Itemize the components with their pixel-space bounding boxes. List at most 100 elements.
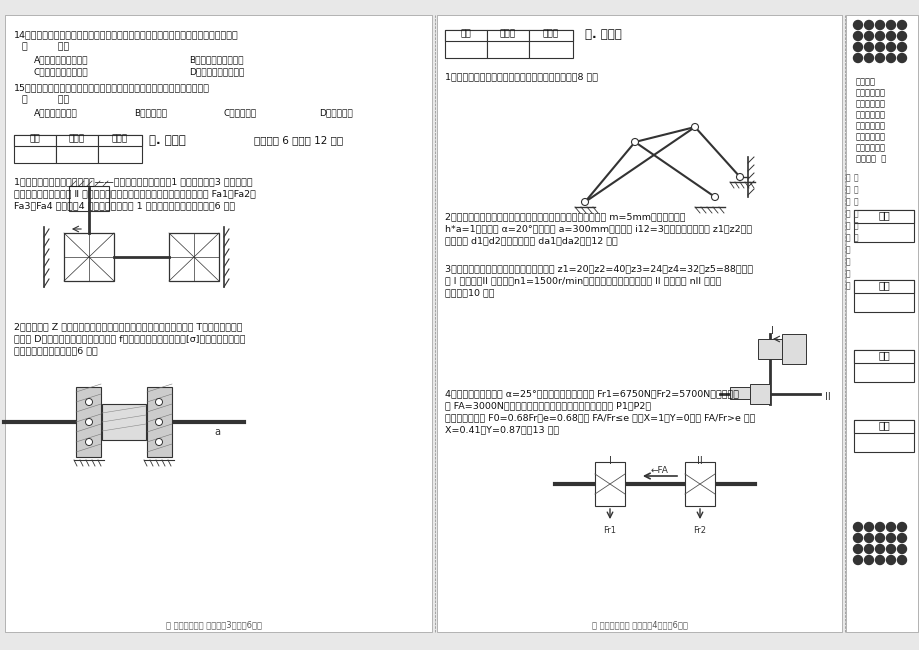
Bar xyxy=(528,30,573,58)
Text: I: I xyxy=(607,456,611,466)
Text: 1．已知在某二级直齿圆锥齿轮——斜齿圆柱齿轮传动中，1 轮为驱动轮，3 轮的螺旋线: 1．已知在某二级直齿圆锥齿轮——斜齿圆柱齿轮传动中，1 轮为驱动轮，3 轮的螺旋… xyxy=(14,177,253,186)
Bar xyxy=(853,350,913,363)
Circle shape xyxy=(864,31,872,40)
Circle shape xyxy=(85,439,93,445)
Bar xyxy=(98,135,142,163)
Circle shape xyxy=(155,419,163,426)
Text: h*a=1，压力角 α=20°，中心距 a=300mm，传动比 i12=3，试求两轮的齿数 z1、z2，分: h*a=1，压力角 α=20°，中心距 a=300mm，传动比 i12=3，试求… xyxy=(445,224,752,233)
Text: 姓名: 姓名 xyxy=(877,420,889,430)
Text: 题: 题 xyxy=(845,185,849,194)
Circle shape xyxy=(875,556,883,564)
Bar xyxy=(76,387,101,457)
Bar xyxy=(853,210,913,242)
Circle shape xyxy=(864,42,872,51)
Bar xyxy=(437,15,841,632)
Text: 方向。（10 分）: 方向。（10 分） xyxy=(445,288,494,297)
Text: 答: 答 xyxy=(845,257,849,266)
Text: 过: 过 xyxy=(845,233,849,242)
Circle shape xyxy=(853,42,862,51)
Text: 1．计算图中机构的自由度，判断机构能否运动。（8 分）: 1．计算图中机构的自由度，判断机构能否运动。（8 分） xyxy=(445,72,597,81)
Text: A、人工供油润滑: A、人工供油润滑 xyxy=(34,108,78,117)
Bar xyxy=(56,135,98,163)
Circle shape xyxy=(864,534,872,543)
Text: 注：内部轴向力 F0=0.68Fr，e=0.68，当 FA/Fr≤e 时，X=1，Y=0，当 FA/Fr>e 时，: 注：内部轴向力 F0=0.68Fr，e=0.68，当 FA/Fr≤e 时，X=1… xyxy=(445,413,754,422)
Bar xyxy=(853,420,913,433)
Text: A、受压侧的节线部分: A、受压侧的节线部分 xyxy=(34,55,88,64)
Text: 得分: 得分 xyxy=(460,29,471,38)
Text: a: a xyxy=(214,427,220,437)
Circle shape xyxy=(736,174,743,181)
Text: 复查人: 复查人 xyxy=(542,29,559,38)
Circle shape xyxy=(691,124,698,131)
Circle shape xyxy=(897,42,905,51)
Circle shape xyxy=(886,53,894,62)
Text: D、受拉侧的齿根部分: D、受拉侧的齿根部分 xyxy=(188,67,244,76)
Text: Fr1: Fr1 xyxy=(603,526,616,535)
Circle shape xyxy=(897,556,905,564)
Circle shape xyxy=(875,21,883,29)
Circle shape xyxy=(875,42,883,51)
Circle shape xyxy=(155,439,163,445)
Circle shape xyxy=(864,53,872,62)
Text: （          ）。: （ ）。 xyxy=(22,42,69,51)
Text: 专业: 专业 xyxy=(877,280,889,290)
Circle shape xyxy=(581,198,588,205)
Bar xyxy=(14,135,56,163)
Text: 从 I 轴输入，II 轴输出，n1=1500r/min，转向如图所示，试求输出 II 轴的转速 nII 及转动: 从 I 轴输入，II 轴输出，n1=1500r/min，转向如图所示，试求输出 … xyxy=(445,276,720,285)
Text: Fr2: Fr2 xyxy=(693,526,706,535)
Bar xyxy=(445,30,486,41)
Circle shape xyxy=(85,419,93,426)
Text: 的最小直径的表达式。（6 分）: 的最小直径的表达式。（6 分） xyxy=(14,346,97,355)
Text: 四. 计算题: 四. 计算题 xyxy=(584,29,621,42)
Text: ←FA: ←FA xyxy=(651,466,668,475)
Text: 2．已知一对正常渐开线标准外啮合直齿圆柱齿轮的传动，模数 m=5mm，齿顶高系数: 2．已知一对正常渐开线标准外啮合直齿圆柱齿轮的传动，模数 m=5mm，齿顶高系数 xyxy=(445,212,685,221)
Bar xyxy=(853,210,913,223)
Text: （          ）。: （ ）。 xyxy=(22,95,69,104)
Circle shape xyxy=(853,31,862,40)
Circle shape xyxy=(864,556,872,564)
Circle shape xyxy=(864,523,872,532)
Circle shape xyxy=(886,556,894,564)
Text: 本人负责；如: 本人负责；如 xyxy=(855,143,885,152)
Bar xyxy=(445,30,486,58)
Text: 效: 效 xyxy=(853,233,857,242)
Circle shape xyxy=(853,21,862,29)
Text: 答: 答 xyxy=(853,173,857,182)
Text: B、压力润滑: B、压力润滑 xyxy=(134,108,167,117)
Text: 度圆直径 d1、d2，齿顶圆直径 da1、da2。（12 分）: 度圆直径 d1、d2，齿顶圆直径 da1、da2。（12 分） xyxy=(445,236,617,245)
Text: 评卷人: 评卷人 xyxy=(69,135,85,144)
Text: 得分: 得分 xyxy=(29,135,40,144)
Bar xyxy=(64,233,114,281)
Text: 座位号和: 座位号和 xyxy=(855,77,875,86)
Text: I: I xyxy=(770,326,773,336)
Circle shape xyxy=(155,398,163,406)
Text: 超: 超 xyxy=(845,221,849,230)
Text: 系别: 系别 xyxy=(877,210,889,220)
Circle shape xyxy=(853,53,862,62)
Text: 《 机械设计基础 》试卷第4页（共6页）: 《 机械设计基础 》试卷第4页（共6页） xyxy=(592,621,687,629)
Text: 姓名务必正确: 姓名务必正确 xyxy=(855,88,885,97)
Bar xyxy=(595,462,624,506)
Text: 复查人: 复查人 xyxy=(112,135,128,144)
Circle shape xyxy=(630,138,638,146)
Text: 班级: 班级 xyxy=(877,350,889,360)
Bar xyxy=(486,30,528,58)
Bar xyxy=(853,280,913,293)
Text: 清楚填写，因: 清楚填写，因 xyxy=(855,99,885,108)
Circle shape xyxy=(897,21,905,29)
Circle shape xyxy=(864,545,872,554)
Bar xyxy=(98,135,142,146)
Circle shape xyxy=(897,53,905,62)
Bar xyxy=(102,404,146,440)
Text: 3．在图示传动装置中，已知各轮的齿数为 z1=20，z2=40，z3=24，z4=32，z5=88，运动: 3．在图示传动装置中，已知各轮的齿数为 z1=20，z2=40，z3=24，z4… xyxy=(445,264,753,273)
Bar xyxy=(486,30,528,41)
Text: X=0.41，Y=0.87。（13 分）: X=0.41，Y=0.87。（13 分） xyxy=(445,425,559,434)
Text: 线: 线 xyxy=(845,281,849,290)
Text: 请: 请 xyxy=(845,197,849,206)
Bar xyxy=(853,420,913,452)
Text: 此: 此 xyxy=(845,245,849,254)
Bar xyxy=(853,280,913,312)
Text: 后果的，均由: 后果的，均由 xyxy=(855,132,885,141)
Bar xyxy=(147,387,172,457)
Circle shape xyxy=(886,21,894,29)
